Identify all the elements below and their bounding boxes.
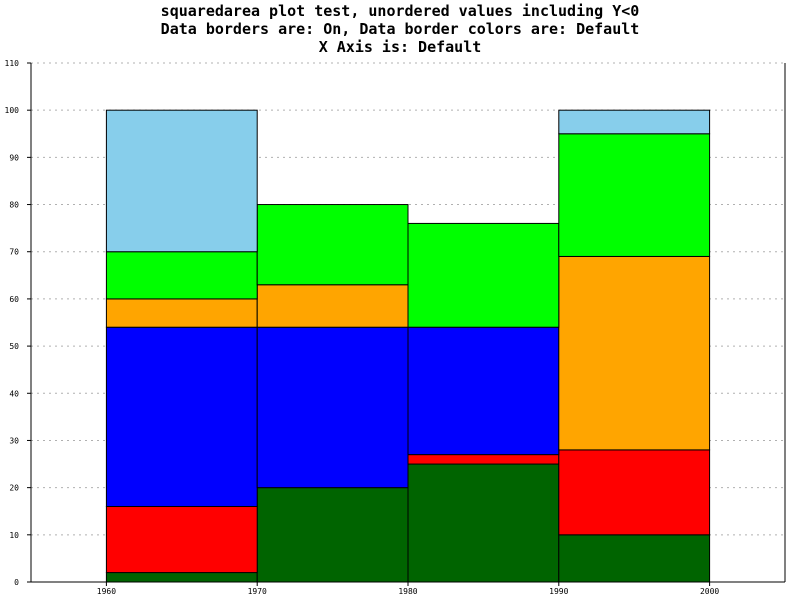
series-5-segment-3 [407, 222, 560, 328]
y-tick-label-110: 110 [5, 59, 20, 68]
series-1-segment-3 [407, 463, 560, 583]
y-tick-label-10: 10 [9, 531, 19, 540]
title-line-3: X Axis is: Default [318, 38, 482, 56]
series-6-segment-4 [558, 109, 711, 135]
series-3-segment-3 [407, 326, 560, 456]
series-1-segment-4 [558, 534, 711, 583]
series-6-segment-1 [105, 109, 258, 253]
series-4-segment-4 [558, 255, 711, 451]
x-tick-label-1980: 1980 [398, 587, 417, 596]
series-1-segment-2 [256, 487, 409, 583]
series-3-segment-1 [105, 326, 258, 508]
x-axis-ticks: 1960 1970 1980 1990 2000 [97, 582, 719, 596]
y-tick-label-60: 60 [9, 295, 19, 304]
series-layer [105, 109, 711, 583]
y-tick-label-70: 70 [9, 248, 19, 257]
y-tick-label-100: 100 [5, 106, 20, 115]
series-2-segment-3 [407, 454, 560, 465]
series-4-segment-1 [105, 298, 258, 328]
series-5-segment-4 [558, 133, 711, 257]
y-tick-label-20: 20 [9, 484, 19, 493]
y-tick-label-50: 50 [9, 342, 19, 351]
series-1-segment-1 [105, 572, 258, 583]
x-tick-label-1970: 1970 [248, 587, 267, 596]
y-axis-ticks: 0 10 20 30 40 50 60 70 80 90 100 110 [5, 59, 31, 587]
series-4-segment-2 [256, 284, 409, 328]
x-tick-label-1960: 1960 [97, 587, 116, 596]
series-5-segment-2 [256, 204, 409, 286]
series-2-segment-1 [105, 506, 258, 574]
series-3-segment-2 [256, 326, 409, 489]
title-line-2: Data borders are: On, Data border colors… [160, 20, 640, 38]
y-tick-label-80: 80 [9, 201, 19, 210]
chart-title: squaredarea plot test, unordered values … [0, 2, 800, 56]
series-5-segment-1 [105, 251, 258, 300]
y-tick-label-30: 30 [9, 436, 19, 445]
title-line-1: squaredarea plot test, unordered values … [160, 2, 640, 20]
y-tick-label-90: 90 [9, 153, 19, 162]
series-2-segment-4 [558, 449, 711, 536]
y-tick-label-0: 0 [14, 578, 19, 587]
y-tick-label-40: 40 [9, 389, 19, 398]
x-tick-label-2000: 2000 [700, 587, 719, 596]
x-tick-label-1990: 1990 [549, 587, 568, 596]
